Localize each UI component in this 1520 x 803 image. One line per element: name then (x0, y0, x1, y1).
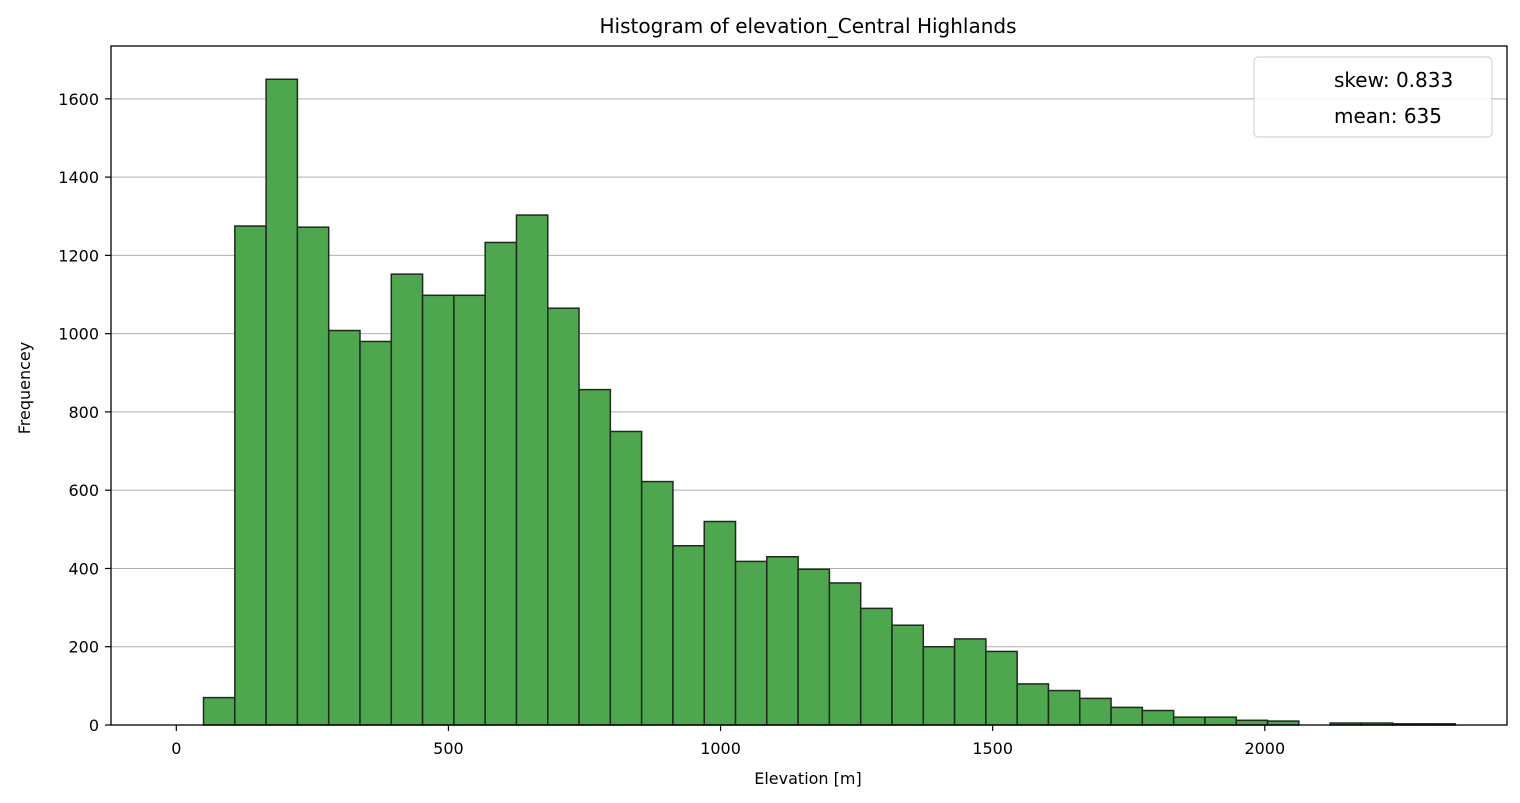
histogram-bar (327, 329, 361, 726)
histogram-bar (1016, 683, 1050, 726)
histogram-bar (202, 696, 236, 726)
histogram-bar (797, 568, 831, 726)
histogram-bar (828, 582, 862, 726)
histogram-bar (1235, 719, 1269, 726)
x-axis-ticks: 0 500 1000 1500 2000 (171, 725, 1285, 758)
histogram-bar (421, 294, 455, 726)
y-tick-label: 800 (68, 403, 99, 422)
histogram-bar (515, 214, 549, 726)
bars-layer (202, 78, 1457, 726)
y-tick-label: 1200 (58, 246, 99, 265)
x-tick-label: 2000 (1244, 739, 1285, 758)
histogram-bar (703, 520, 737, 726)
histogram-bar (922, 645, 956, 726)
x-tick-label: 0 (171, 739, 181, 758)
histogram-bar (1204, 716, 1237, 726)
plot-frame (110, 45, 1508, 726)
histogram-bar (640, 480, 674, 726)
histogram-bar (891, 624, 925, 726)
y-tick-label: 600 (68, 481, 99, 500)
y-tick-label: 200 (68, 638, 99, 657)
histogram-bar (1110, 706, 1144, 726)
histogram-bar (609, 430, 643, 726)
histogram-bar (1141, 709, 1175, 726)
legend: skew: 0.833 mean: 635 (1253, 56, 1493, 138)
y-tick-label: 400 (68, 559, 99, 578)
x-tick-label: 500 (433, 739, 464, 758)
histogram-bar (953, 638, 987, 726)
histogram-bar (1079, 697, 1112, 726)
histogram-bar (985, 650, 1018, 726)
histogram-bar (734, 560, 768, 726)
x-tick-label: 1500 (972, 739, 1013, 758)
y-axis-title: Frequencey (15, 342, 34, 435)
legend-entry-mean: mean: 635 (1334, 104, 1442, 128)
histogram-bar (766, 555, 799, 726)
y-tick-label: 1600 (58, 90, 99, 109)
y-axis-ticks: 0 200 400 600 800 1000 1200 1400 1600 (58, 90, 111, 735)
y-tick-label: 1400 (58, 168, 99, 187)
histogram-bar (547, 307, 580, 726)
y-tick-label: 1000 (58, 325, 99, 344)
histogram-bar (265, 78, 299, 726)
x-axis-title: Elevation [m] (754, 769, 861, 788)
histogram-bar (296, 226, 330, 726)
histogram-bar (359, 340, 393, 726)
histogram-bar (859, 607, 893, 726)
histogram-bar (453, 294, 486, 726)
histogram-bar (390, 273, 424, 726)
histogram-bar (484, 241, 518, 726)
chart-title: Histogram of elevation_Central Highlands (599, 14, 1016, 38)
histogram-bar (672, 545, 705, 726)
histogram-bar (234, 225, 267, 726)
histogram-bar (1047, 689, 1081, 726)
histogram-bar (1172, 716, 1206, 726)
legend-entry-skew: skew: 0.833 (1334, 68, 1453, 92)
legend-box (1253, 56, 1493, 138)
x-tick-label: 1000 (700, 739, 741, 758)
histogram-bar (578, 388, 612, 726)
y-tick-label: 0 (89, 716, 99, 735)
